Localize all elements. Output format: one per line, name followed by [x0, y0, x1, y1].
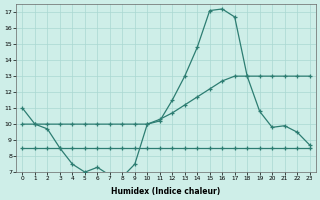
X-axis label: Humidex (Indice chaleur): Humidex (Indice chaleur): [111, 187, 221, 196]
